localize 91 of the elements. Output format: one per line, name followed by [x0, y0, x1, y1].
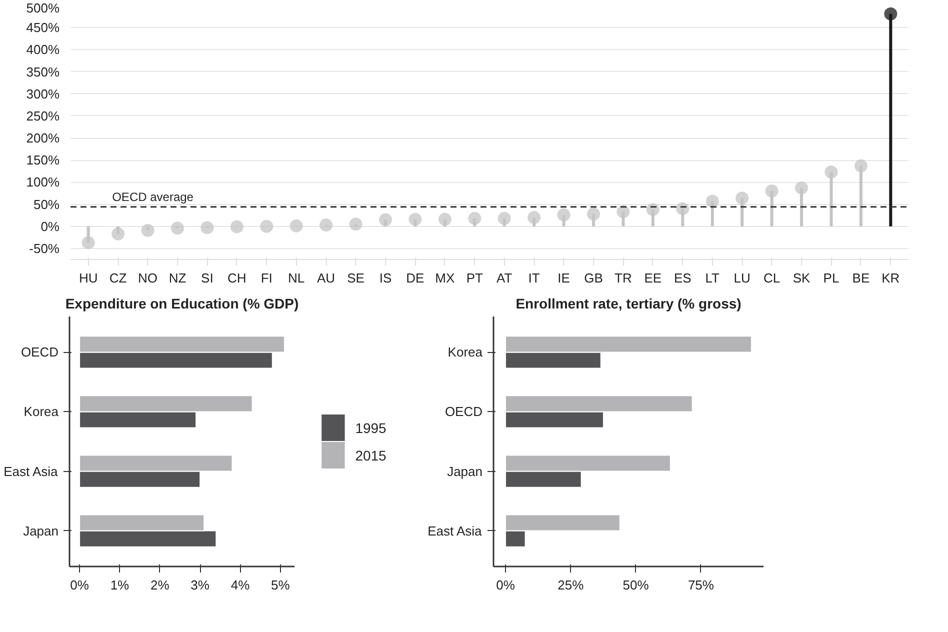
point	[676, 202, 690, 216]
y-tick-label: 50%	[33, 196, 60, 212]
x-tick-label: SI	[201, 270, 214, 286]
point	[824, 166, 838, 179]
legend-label: 2015	[355, 447, 387, 464]
x-tick-label: IT	[528, 270, 540, 286]
point	[468, 212, 482, 225]
y-tick-label: 300%	[26, 86, 60, 102]
point	[170, 222, 184, 235]
x-tick-label: FI	[260, 270, 272, 286]
x-tick-label: 50%	[622, 578, 650, 592]
point	[378, 213, 392, 226]
y-tick-label: East Asia	[428, 523, 483, 538]
x-tick-label: 0%	[496, 578, 516, 592]
y-tick-label: 250%	[26, 108, 60, 124]
x-tick-label: 4%	[230, 578, 250, 592]
x-tick-label: NO	[138, 270, 158, 286]
point	[736, 192, 749, 205]
y-tick-label: 500%	[26, 0, 60, 16]
ref-line-label: OECD average	[112, 190, 194, 204]
point	[854, 159, 868, 172]
x-tick-label: 25%	[558, 578, 584, 592]
x-tick-label: AU	[317, 270, 336, 286]
point	[795, 181, 808, 194]
point	[616, 205, 630, 218]
legend-label: 1995	[355, 420, 387, 436]
x-tick-label: CZ	[109, 270, 127, 286]
point	[438, 212, 452, 226]
point	[498, 212, 511, 225]
point	[141, 224, 154, 237]
point	[320, 218, 333, 232]
point	[230, 220, 244, 234]
y-tick-label: 350%	[26, 64, 60, 80]
point	[408, 212, 422, 226]
x-tick-label: NL	[288, 270, 305, 286]
x-tick-label: HU	[78, 270, 98, 286]
x-tick-label: PT	[466, 270, 484, 286]
point	[82, 236, 95, 250]
y-tick-label: -50%	[29, 240, 60, 256]
x-tick-label: LU	[734, 270, 750, 286]
x-tick-label: IE	[558, 270, 570, 286]
y-tick-label: East Asia	[4, 464, 59, 479]
x-tick-label: GB	[584, 270, 603, 286]
x-tick-label: NZ	[168, 270, 186, 286]
y-tick-label: Japan	[23, 523, 58, 538]
x-tick-label: ES	[674, 270, 692, 286]
point	[587, 208, 600, 220]
y-tick-label: 200%	[26, 130, 60, 146]
y-tick-label: OECD	[444, 404, 483, 420]
point	[765, 184, 778, 198]
x-tick-label: PL	[823, 270, 840, 286]
x-tick-label: BE	[852, 270, 870, 286]
y-tick-label: 100%	[26, 174, 60, 190]
y-tick-label: 400%	[26, 42, 60, 58]
point	[884, 7, 898, 20]
x-tick-label: TR	[614, 270, 632, 286]
y-tick-label: 0%	[40, 218, 60, 234]
x-tick-label: MX	[435, 270, 456, 286]
x-tick-label: DE	[406, 270, 425, 286]
chart-title: Expenditure on Education (% GDP)	[65, 296, 299, 312]
point	[349, 218, 362, 231]
chart-title: Enrollment rate, tertiary (% gross)	[516, 296, 742, 312]
point	[290, 219, 303, 232]
x-tick-label: 1%	[110, 578, 130, 592]
y-tick-label: Korea	[448, 344, 484, 360]
point	[706, 194, 719, 208]
point	[200, 221, 214, 234]
point	[557, 208, 570, 222]
y-tick-label: 450%	[26, 20, 60, 36]
point	[260, 220, 274, 233]
x-tick-label: CH	[228, 270, 246, 286]
point	[528, 211, 541, 224]
y-tick-label: OECD	[20, 344, 59, 360]
x-tick-label: CL	[763, 270, 780, 286]
point	[646, 203, 660, 216]
x-tick-label: IS	[379, 270, 392, 286]
x-tick-label: 5%	[271, 578, 290, 592]
x-tick-label: LT	[705, 270, 720, 286]
x-tick-label: 75%	[688, 578, 714, 592]
x-tick-label: KR	[882, 270, 900, 286]
point	[112, 227, 125, 240]
x-tick-label: EE	[644, 270, 662, 286]
x-tick-label: SE	[347, 270, 365, 286]
x-tick-label: AT	[496, 270, 512, 286]
x-tick-label: 3%	[190, 578, 210, 592]
y-tick-label: Japan	[447, 464, 482, 479]
x-tick-label: 0%	[70, 578, 90, 592]
y-tick-label: Korea	[24, 404, 60, 420]
y-tick-label: 150%	[26, 152, 60, 168]
x-tick-label: 2%	[150, 578, 170, 592]
x-tick-label: SK	[792, 270, 811, 286]
